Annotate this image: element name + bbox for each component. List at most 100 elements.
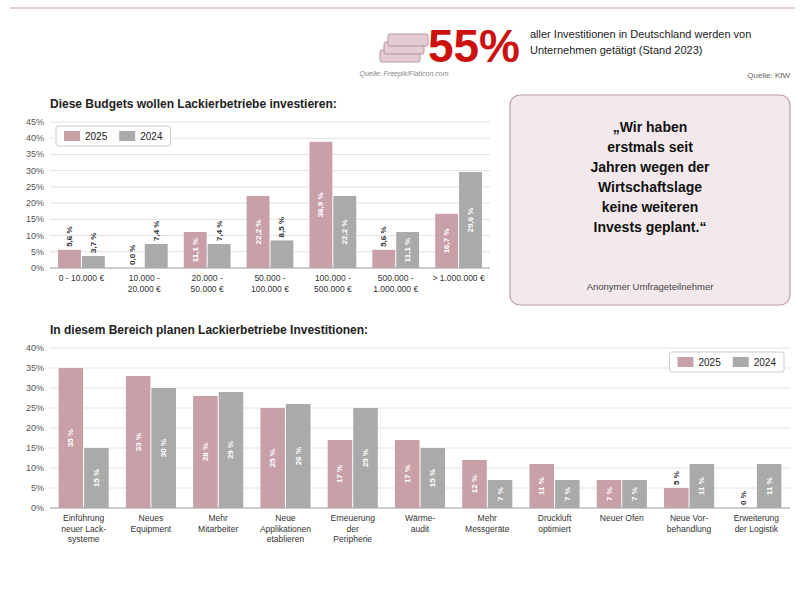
bar [664,488,689,508]
bar [208,244,231,268]
bars [59,368,782,508]
y-tick-label: 15% [26,443,44,453]
bar [58,250,81,268]
data-label: 22,2 % [340,220,349,245]
icon-bill [388,34,428,46]
bar-chart: Diese Budgets wollen Lackierbetriebe inv… [26,97,490,294]
header-rule [10,8,795,9]
y-tick-label: 40% [26,343,44,353]
y-tick-label: 25% [26,403,44,413]
quote-text: „Wir habenerstmals seitJahren wegen derW… [590,119,710,235]
data-label: 12 % [470,475,479,493]
data-label: 11 % [765,477,774,495]
data-labels: 35 %33 %28 %25 %17 %17 %12 %11 %7 %5 %0 … [66,429,773,505]
x-tick-label: 50.000 -100.000 € [251,273,289,294]
bar [555,480,580,508]
quote-box [510,95,790,305]
data-label: 33 % [134,433,143,451]
legend-label: 2024 [140,131,163,142]
data-label: 11 % [537,477,546,495]
grid-line [50,219,490,220]
grid-line [50,508,790,509]
grid-line [50,235,490,236]
y-tick-label: 5% [31,483,44,493]
x-tick-label: ErneuerungderPeripherie [331,513,376,544]
data-labels: 5,6 %0,0 %11,1 %22,2 %38,9 %5,6 %16,7 %3… [65,192,475,265]
chart-title: In diesem Bereich planen Lackierbetriebe… [50,323,368,337]
bar [286,404,311,508]
data-label: 29,6 % [466,208,475,233]
legend: 2025 2024 [56,126,171,146]
bar-chart: In diesem Bereich planen Lackierbetriebe… [26,323,790,544]
bar [145,244,168,268]
bar [333,196,356,268]
data-label: 7 % [630,487,639,501]
data-label: 26 % [294,447,303,465]
bar [219,392,244,508]
x-tick-label: Neue Vor-behandlung [667,513,712,534]
x-tick-label: NeueApplikationenetablieren [260,513,311,544]
bar [82,256,105,268]
header-source: Quelle: KfW [747,71,790,80]
x-tick-label: Neuer Ofen [600,513,644,523]
x-tick-label: 100.000 -500.000 € [314,273,352,294]
bar [395,440,420,508]
legend-box [670,352,785,372]
bar [529,464,554,508]
data-label: 11,1 % [191,238,200,262]
x-tick-label: 500.000 -1.000.000 € [373,273,418,294]
bar [421,448,446,508]
chart-title: Diese Budgets wollen Lackierbetriebe inv… [50,97,337,111]
bar [757,464,782,508]
y-tick-label: 25% [26,182,44,192]
quote-source: Anonymer Umfrageteilnehmer [587,281,714,292]
x-tick-label: 0 - 10.000 € [59,273,105,283]
bar [271,240,294,268]
data-label: 0,0 % [128,245,137,265]
infographic: 55%aller Investitionen in Deutschland we… [0,0,805,595]
data-label: 7 % [605,487,614,501]
grid-line [50,170,490,171]
legend-label: 2025 [85,131,108,142]
grid-line [50,186,490,187]
data-label: 5,6 % [65,226,74,246]
data-label: 25 % [361,449,370,467]
bar [151,388,176,508]
bar [328,440,353,508]
y-tick-label: 0% [31,263,44,273]
grid-line [50,268,490,269]
bar [126,376,151,508]
bar [459,172,482,268]
x-tick-label: Wärme-audit [405,513,435,534]
legend-swatch [733,357,749,367]
data-label: 30 % [159,439,168,457]
y-tick-label: 10% [26,231,44,241]
bar [622,480,647,508]
data-label: 11 % [697,477,706,495]
bar [59,368,84,508]
data-label: 25 % [268,449,277,467]
bar [435,214,458,268]
bar [84,448,109,508]
y-tick-label: 40% [26,133,44,143]
legend-label: 2024 [754,357,777,368]
legend-swatch [119,131,135,141]
data-label: 17 % [403,465,412,483]
grid-line [50,348,790,349]
data-label: 5,6 % [379,226,388,246]
legend-label: 2025 [699,357,722,368]
bar [247,196,270,268]
data-label: 0 % [739,491,748,505]
bar [462,460,487,508]
y-tick-label: 10% [26,463,44,473]
data-label: 15 % [92,469,101,487]
header-text: aller Investitionen in Deutschland werde… [530,28,751,40]
bar [690,464,715,508]
data-label: 35 % [66,429,75,447]
data-label: 7,4 % [215,221,224,241]
data-label: 7,4 % [152,221,161,241]
x-tick-label: NeuesEquipment [131,513,172,534]
y-tick-label: 30% [26,383,44,393]
legend: 2025 2024 [670,352,785,372]
bars [58,142,482,268]
